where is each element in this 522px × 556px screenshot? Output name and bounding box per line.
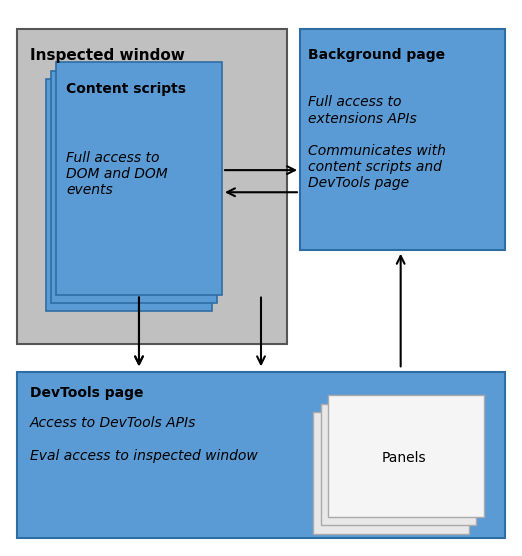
FancyBboxPatch shape [17,372,505,538]
Text: Full access to
extensions APIs

Communicates with
content scripts and
DevTools p: Full access to extensions APIs Communica… [308,96,446,191]
FancyBboxPatch shape [300,29,505,250]
Text: Background page: Background page [308,48,445,62]
Text: Content scripts: Content scripts [66,82,186,96]
FancyBboxPatch shape [313,412,469,534]
FancyBboxPatch shape [321,404,477,525]
FancyBboxPatch shape [51,71,217,303]
Text: Panels: Panels [382,451,426,465]
FancyBboxPatch shape [328,395,484,517]
FancyBboxPatch shape [17,29,287,344]
FancyBboxPatch shape [45,79,212,311]
Text: Access to DevTools APIs

Eval access to inspected window: Access to DevTools APIs Eval access to i… [30,416,258,463]
FancyBboxPatch shape [56,62,222,295]
Text: Inspected window: Inspected window [30,48,185,63]
Text: DevTools page: DevTools page [30,386,144,400]
Text: Full access to
DOM and DOM
events: Full access to DOM and DOM events [66,151,168,197]
